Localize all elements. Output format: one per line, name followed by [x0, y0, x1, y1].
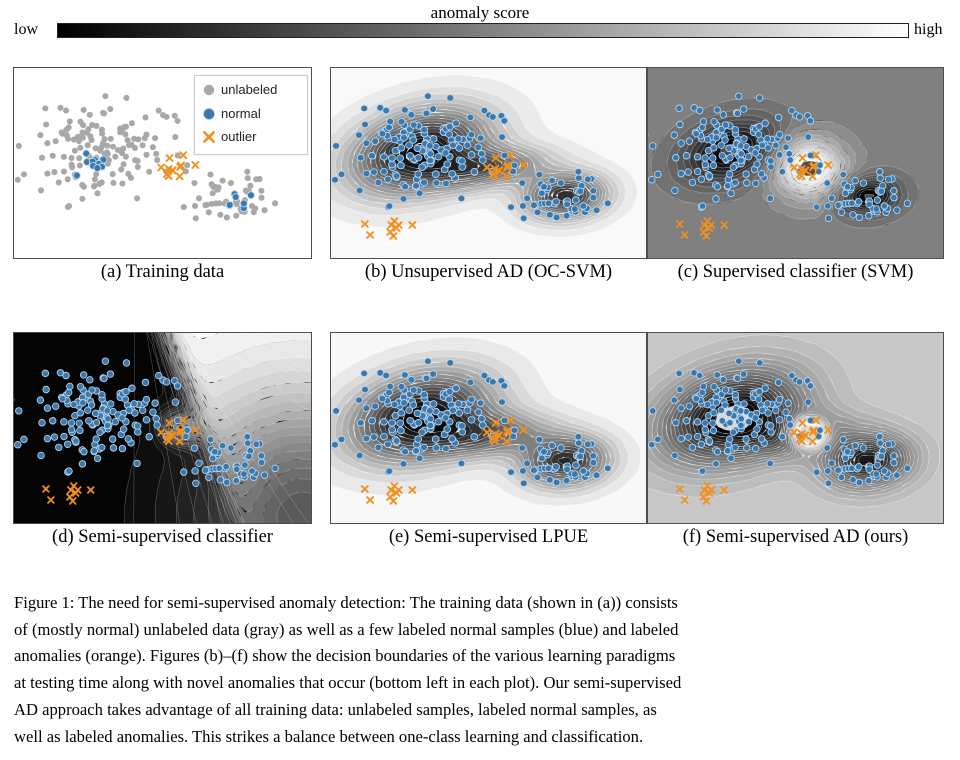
svg-text:normal: normal — [221, 106, 261, 121]
svg-text:unlabeled: unlabeled — [221, 82, 277, 97]
svg-text:outlier: outlier — [221, 129, 257, 144]
